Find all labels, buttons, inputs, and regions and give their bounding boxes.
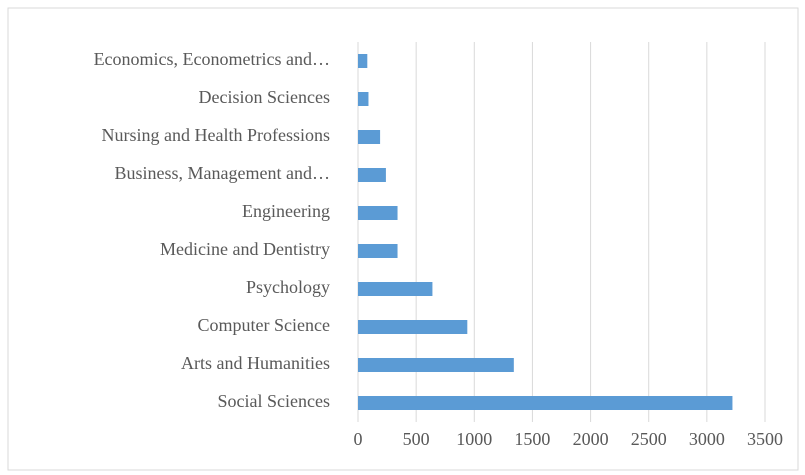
- y-tick-label: Medicine and Dentistry: [160, 239, 330, 259]
- bar: [358, 130, 381, 144]
- y-tick-label: Arts and Humanities: [181, 353, 330, 373]
- chart-frame: [7, 7, 799, 471]
- x-tick-label: 3000: [689, 429, 725, 449]
- y-tick-label: Psychology: [246, 277, 330, 297]
- bar: [358, 320, 468, 334]
- y-tick-label: Nursing and Health Professions: [102, 125, 330, 145]
- y-tick-label: Computer Science: [198, 315, 330, 335]
- x-tick-label: 2500: [631, 429, 667, 449]
- y-tick-label: Decision Sciences: [199, 87, 330, 107]
- x-tick-label: 1500: [514, 429, 550, 449]
- bar: [358, 396, 733, 410]
- y-tick-label: Engineering: [242, 201, 330, 221]
- y-tick-label: Social Sciences: [218, 391, 330, 411]
- x-tick-label: 3500: [747, 429, 783, 449]
- bar: [358, 244, 398, 258]
- x-tick-label: 500: [403, 429, 430, 449]
- bar: [358, 168, 386, 182]
- bar: [358, 54, 368, 68]
- x-tick-label: 0: [354, 429, 363, 449]
- y-tick-label: Business, Management and…: [115, 163, 330, 183]
- bar: [358, 282, 433, 296]
- y-tick-label: Economics, Econometrics and…: [94, 49, 330, 69]
- x-tick-label: 1000: [456, 429, 492, 449]
- bar: [358, 92, 369, 106]
- bar: [358, 358, 514, 372]
- x-tick-label: 2000: [573, 429, 609, 449]
- bar: [358, 206, 398, 220]
